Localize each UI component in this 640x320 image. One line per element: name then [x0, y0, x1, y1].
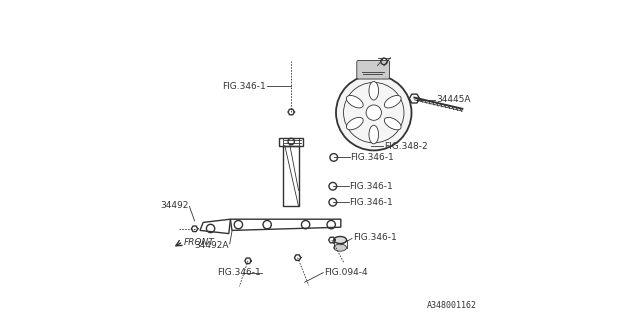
Text: FIG.346-1: FIG.346-1 [351, 153, 394, 162]
Text: 34492: 34492 [161, 201, 189, 210]
Ellipse shape [334, 236, 347, 244]
Ellipse shape [346, 117, 363, 130]
Circle shape [336, 75, 412, 150]
Ellipse shape [369, 82, 379, 100]
Text: FIG.346-1: FIG.346-1 [218, 268, 261, 277]
Polygon shape [200, 219, 230, 234]
Text: FIG.346-1: FIG.346-1 [223, 82, 266, 91]
Text: FRONT: FRONT [184, 238, 214, 247]
Circle shape [366, 105, 381, 120]
Text: FIG.346-1: FIG.346-1 [349, 198, 393, 207]
Text: 34492A: 34492A [195, 241, 229, 250]
Ellipse shape [346, 95, 363, 108]
Text: FIG.094-4: FIG.094-4 [324, 268, 367, 277]
Text: FIG.346-1: FIG.346-1 [349, 182, 393, 191]
Ellipse shape [369, 125, 379, 144]
Ellipse shape [334, 244, 347, 251]
Ellipse shape [385, 95, 401, 108]
Text: FIG.346-1: FIG.346-1 [353, 233, 396, 242]
Polygon shape [230, 219, 340, 230]
Text: 34445A: 34445A [436, 95, 470, 104]
Text: A348001162: A348001162 [427, 301, 477, 310]
Text: FIG.348-2: FIG.348-2 [384, 142, 428, 151]
Ellipse shape [385, 117, 401, 130]
Polygon shape [279, 138, 303, 146]
FancyBboxPatch shape [357, 60, 389, 79]
